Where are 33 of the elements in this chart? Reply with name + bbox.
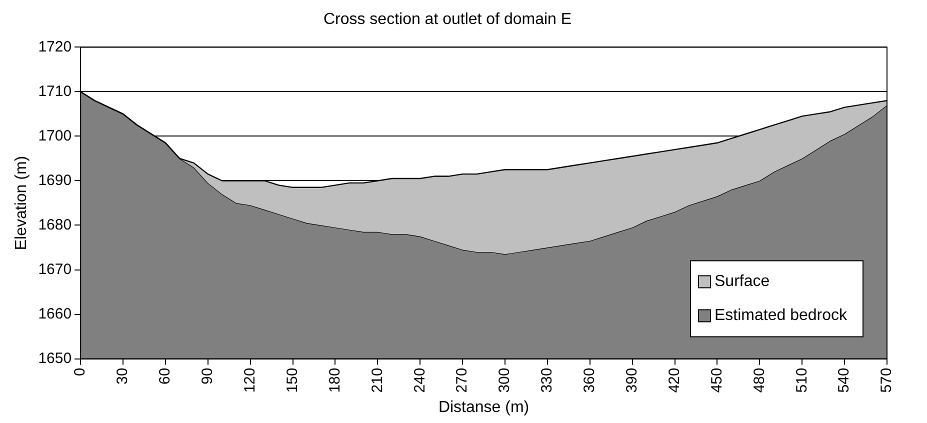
y-axis-title: Elevation (m) [13, 156, 30, 250]
y-tick-label: 1690 [38, 172, 72, 189]
x-tick-label: 60 [156, 368, 174, 384]
x-tick-label: 210 [368, 368, 386, 393]
x-tick-label: 570 [878, 368, 896, 393]
x-tick-label: 510 [793, 368, 810, 393]
y-tick-label: 1660 [38, 305, 72, 322]
y-tick-label: 1710 [38, 82, 72, 100]
x-tick-label: 390 [623, 368, 640, 393]
legend-label: Estimated bedrock [714, 307, 848, 324]
x-tick-label: 540 [836, 368, 853, 393]
x-tick-label: 360 [581, 368, 598, 393]
legend-label: Surface [714, 273, 770, 290]
x-tick-label: 90 [199, 368, 216, 384]
chart-title: Cross section at outlet of domain E [323, 11, 572, 28]
x-tick-label: 480 [750, 368, 768, 393]
y-tick-label: 1720 [38, 38, 72, 56]
x-tick-label: 270 [454, 368, 471, 393]
x-tick-label: 150 [284, 368, 301, 393]
x-tick-label: 420 [666, 368, 683, 393]
x-tick-label: 180 [326, 368, 344, 393]
y-tick-label: 1670 [38, 260, 72, 278]
x-tick-label: 450 [708, 368, 726, 393]
x-tick-label: 330 [538, 368, 556, 393]
y-tick-label: 1680 [38, 216, 72, 234]
x-tick-label: 300 [496, 368, 514, 393]
y-tick-label: 1650 [38, 350, 72, 367]
y-tick-label: 1700 [38, 127, 72, 144]
x-axis-title: Distanse (m) [438, 398, 530, 416]
x-tick-label: 0 [72, 368, 89, 376]
x-tick-label: 30 [114, 368, 132, 384]
x-tick-label: 240 [411, 368, 428, 393]
x-tick-label: 120 [241, 368, 258, 393]
